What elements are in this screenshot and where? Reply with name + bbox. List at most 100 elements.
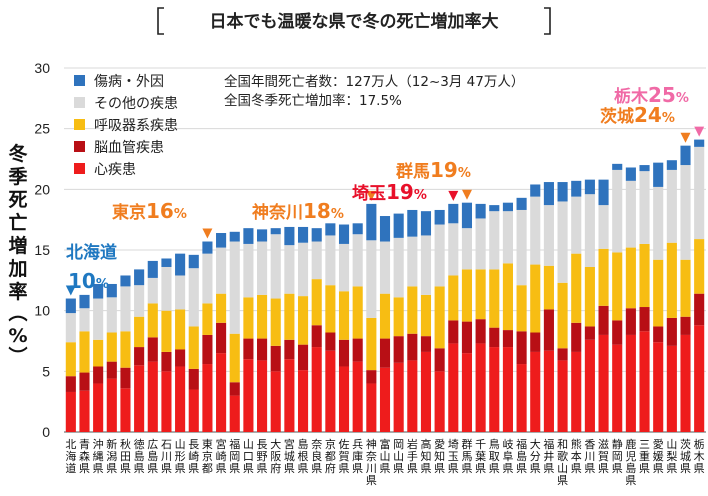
bar-segment-0-24	[393, 362, 404, 432]
bar-segment-0-37	[571, 351, 582, 432]
x-tick-label: 岡山県	[393, 438, 404, 475]
x-tick-label: 大分県	[530, 437, 541, 475]
bar-segment-3-38	[584, 194, 595, 267]
bar-segment-3-15	[270, 234, 281, 299]
bar-segment-2-22	[366, 317, 377, 371]
bar-segment-3-5	[134, 285, 145, 317]
legend-swatch	[74, 97, 85, 108]
bar-segment-0-14	[257, 360, 268, 432]
bar-segment-0-30	[475, 343, 486, 432]
bar-segment-4-5	[134, 269, 145, 286]
bar-segment-3-46	[694, 146, 705, 240]
bar-segment-2-1	[79, 331, 90, 373]
bar-segment-2-15	[270, 298, 281, 346]
legend-label: 心疾患	[94, 162, 136, 178]
bar-segment-0-40	[612, 344, 623, 432]
bar-segment-2-42	[639, 243, 650, 308]
bar-segment-1-28	[448, 320, 459, 344]
bar-segment-3-33	[516, 209, 527, 286]
bar-segment-4-20	[338, 224, 350, 244]
bar-segment-3-12	[229, 241, 240, 334]
bar-segment-1-15	[270, 345, 281, 372]
callout-label-5: 茨城24%	[600, 103, 675, 127]
bar-segment-0-4	[120, 388, 131, 432]
bar-segment-2-32	[502, 263, 513, 331]
y-tick-label: 10	[34, 303, 50, 319]
x-tick-label: 鳥取県	[489, 437, 500, 475]
bar-segment-2-20	[338, 291, 350, 340]
callout-marker-4	[462, 189, 472, 200]
x-tick-label: 青森県	[79, 438, 90, 475]
y-tick-label: 20	[34, 181, 50, 197]
bar-segment-2-5	[134, 316, 145, 348]
bar-segment-3-25	[407, 236, 418, 287]
x-tick-label: 鹿児島県	[625, 437, 636, 487]
bar-segment-4-24	[393, 213, 404, 238]
bar-segment-1-43	[653, 326, 664, 343]
bar-segment-1-32	[502, 330, 513, 348]
x-tick-label: 長崎県	[188, 438, 199, 475]
x-tick-label: 徳島県	[134, 438, 145, 475]
bar-segment-4-44	[666, 160, 677, 170]
callout-marker-2	[366, 190, 377, 201]
x-tick-label: 滋賀県	[598, 438, 609, 475]
bar-segment-4-8	[175, 253, 186, 276]
bar-segment-3-11	[216, 247, 227, 294]
x-tick-label: 香川県	[584, 438, 595, 475]
bar-segment-2-14	[257, 294, 268, 339]
bar-segment-2-27	[434, 286, 445, 349]
bar-segment-4-23	[379, 216, 391, 242]
bar-segment-4-19	[325, 223, 336, 236]
x-tick-label: 北海道	[65, 438, 76, 475]
bar-segment-4-33	[516, 197, 527, 210]
callout-marker-3	[448, 190, 459, 201]
callout-label-4: 群馬19%	[396, 158, 471, 182]
bar-segment-2-40	[612, 252, 623, 321]
bar-segment-2-0	[65, 342, 76, 377]
bar-segment-4-37	[571, 180, 582, 197]
bar-segment-2-45	[680, 259, 691, 317]
x-tick-label: 和歌山県	[557, 438, 568, 487]
x-tick-label: 大阪府	[270, 437, 281, 475]
x-tick-label: 宮崎県	[216, 437, 227, 475]
bar-segment-2-31	[489, 269, 500, 328]
bar-segment-4-9	[188, 254, 199, 269]
bar-segment-4-11	[216, 233, 227, 248]
x-tick-label: 石川県	[161, 438, 172, 475]
bar-segment-3-31	[489, 211, 500, 270]
bar-segment-2-36	[557, 282, 568, 349]
bar-segment-0-3	[106, 378, 117, 432]
bar-segment-1-40	[612, 320, 623, 345]
bar-segment-3-45	[680, 165, 691, 260]
bar-segment-1-16	[284, 339, 295, 360]
callout-label-6: 栃木25%	[614, 83, 689, 107]
bar-segment-4-10	[202, 241, 213, 254]
bar-segment-1-18	[311, 325, 322, 348]
bar-segment-0-15	[270, 371, 281, 432]
bar-segment-4-27	[434, 209, 445, 225]
bar-segment-3-16	[284, 245, 295, 294]
bar-segment-2-26	[420, 294, 432, 337]
bar-segment-0-28	[448, 343, 459, 432]
bar-segment-3-39	[598, 205, 609, 249]
bar-segment-1-4	[120, 367, 131, 389]
bar-segment-3-29	[461, 228, 473, 270]
bar-segment-0-10	[202, 364, 213, 432]
bar-segment-1-35	[543, 309, 554, 351]
y-axis-label: 冬季死亡増加率︵% ︶	[7, 142, 27, 368]
bar-segment-0-39	[598, 334, 609, 432]
bar-segment-0-22	[366, 383, 377, 432]
bar-segment-4-43	[653, 162, 664, 187]
bar-segment-4-36	[557, 182, 568, 202]
bar-segment-4-0	[65, 298, 76, 314]
bar-segment-4-1	[79, 294, 90, 309]
bar-segment-0-27	[434, 371, 445, 432]
callout-name-0: 北海道	[66, 242, 117, 263]
bar-segment-0-17	[297, 370, 309, 432]
bar-segment-1-24	[393, 336, 404, 363]
x-tick-label: 広島県	[147, 438, 158, 475]
bar-segment-1-29	[461, 321, 473, 354]
bar-segment-1-6	[147, 337, 158, 362]
bar-segment-3-42	[639, 171, 650, 244]
